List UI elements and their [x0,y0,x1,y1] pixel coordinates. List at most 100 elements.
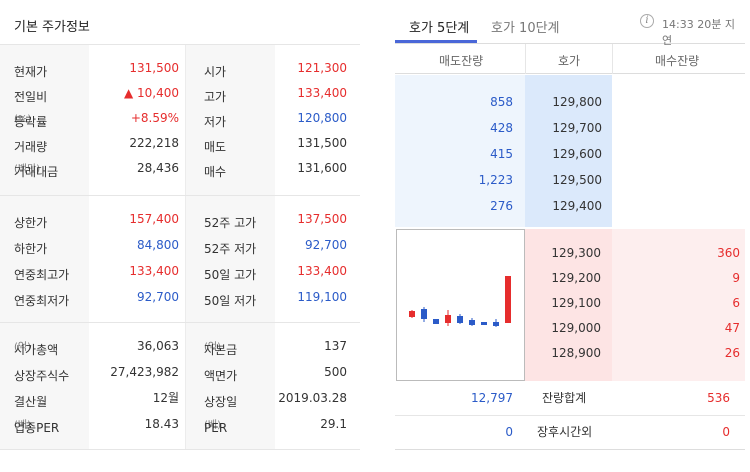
order-book-header: 매도잔량 호가 매수잔량 [395,44,745,74]
after-hours-label: 장후시간외 [537,425,593,439]
ask-volume-area [395,75,525,227]
info-label-text: 50일 고가 [204,268,257,282]
info-unit: (%) [14,114,32,125]
divider [395,449,745,450]
ask-price-area [525,75,612,227]
info-label-text: 업종PER [14,421,60,435]
ask-volume: 858 [490,95,513,109]
candle [469,320,475,325]
info-value: 92,700 [305,238,347,252]
candle [409,311,415,317]
price-block: 현재가 131,500 시가 121,300 전일비 ▲ 10,400 고가 133,400 등… [0,45,360,195]
info-label-text: 50일 저가 [204,294,257,308]
info-label-text: 연중최저가 [14,294,70,308]
info-row: 시가총액 (억) 36,063 자본금 (억) 137 [0,334,360,358]
info-icon[interactable]: i [640,14,654,28]
info-label-text: 상장일 [204,395,238,409]
info-value: 157,400 [129,212,179,226]
bid-volume: 9 [732,271,740,285]
ask-volume: 276 [490,199,513,213]
info-value: 92,700 [137,290,179,304]
divider [0,322,360,323]
info-label: 거래대금 (백만) [14,160,58,179]
info-row: 업종PER (배) 18.43 PER (배) 29.1 [0,412,360,436]
info-value: 121,300 [297,61,347,75]
ask-volume: 428 [490,121,513,135]
bid-volume-header: 매수잔량 [655,54,700,68]
info-label-text: 상한가 [14,216,48,230]
info-label-text: 매도 [204,140,227,154]
info-value: 131,500 [297,136,347,150]
candle [481,322,487,325]
info-label-text: 등락률 [14,115,48,129]
bid-price: 129,300 [551,246,601,260]
ask-price: 129,700 [552,121,602,135]
info-value: 137 [324,339,347,353]
info-value: ▲ 10,400 [123,86,179,100]
info-unit: (억) [14,342,32,353]
tab-5-level[interactable]: 호가 5단계 [409,21,470,36]
info-value: 84,800 [137,238,179,252]
info-label-text: 거래량 [14,140,48,154]
mini-candle-chart [396,229,525,381]
after-hours-ask: 0 [505,425,513,439]
candle [457,316,463,323]
order-book-panel: 호가 5단계 호가 10단계 i 14:33 20분 지연 매도잔량 호가 매수… [395,0,745,472]
ask-volume-header: 매도잔량 [439,54,484,68]
after-hours-bid: 0 [722,425,730,439]
ask-price: 129,500 [552,173,602,187]
candle-group [409,276,511,327]
ask-volume: 1,223 [478,173,513,187]
basic-stock-info-panel: 기본 주가정보 현재가 131,500 시가 121,300 전일비 ▲ 10,400 고가… [0,0,360,472]
price-header: 호가 [558,54,581,68]
info-value: 12월 [152,391,179,405]
ask-volume: 415 [490,147,513,161]
info-label-text: 연중최고가 [14,268,70,282]
info-unit: (백만) [14,164,41,175]
active-tab-indicator [395,40,477,43]
total-bid-volume: 536 [707,391,730,405]
info-label: 시가총액 (억) [14,338,58,357]
candle [445,315,451,323]
bid-price: 128,900 [551,346,601,360]
info-value: 131,600 [297,161,347,175]
ask-price: 129,800 [552,95,602,109]
update-time: 14:33 [662,18,694,31]
info-label: 등락률 (%) [14,110,47,129]
bid-price: 129,000 [551,321,601,335]
info-unit: (배) [204,420,222,431]
info-row: 상한가 157,400 52주 고가 137,500 [0,207,360,231]
info-value: 28,436 [137,161,179,175]
info-row: 연중최저가 92,700 50일 저가 119,100 [0,285,360,309]
info-label: PER (배) [204,416,227,435]
bid-volume: 47 [724,321,740,335]
divider [395,415,745,416]
bid-volume: 26 [724,346,740,360]
company-block: 시가총액 (억) 36,063 자본금 (억) 137 상장주식수 27,423,982 액면가… [0,323,360,449]
info-row: 하한가 84,800 52주 저가 92,700 [0,233,360,257]
info-value: 18.43 [144,417,179,431]
tab-10-level[interactable]: 호가 10단계 [491,21,560,36]
info-value: 119,100 [297,290,347,304]
info-label-text: 저가 [204,115,227,129]
bid-volume: 360 [717,246,740,260]
info-value: 131,500 [129,61,179,75]
total-remaining-row: 12,797 잔량합계 536 [395,383,745,413]
divider [395,43,745,44]
info-row: 현재가 131,500 시가 121,300 [0,56,360,80]
bid-volume: 6 [732,296,740,310]
info-label-text: 거래대금 [14,165,59,179]
info-value: 36,063 [137,339,179,353]
info-value: 133,400 [129,264,179,278]
info-label: 자본금 (억) [204,338,237,357]
info-label-text: 결산월 [14,395,48,409]
info-value: 29.1 [320,417,347,431]
info-value: +8.59% [130,111,179,125]
info-value: 133,400 [297,86,347,100]
info-value: 120,800 [297,111,347,125]
candle [493,322,499,326]
info-unit: (배) [14,420,32,431]
delay-label: 20분 지연 [662,18,735,47]
info-value: 27,423,982 [110,365,179,379]
info-row: 결산월 12월 상장일 2019.03.28 [0,386,360,410]
